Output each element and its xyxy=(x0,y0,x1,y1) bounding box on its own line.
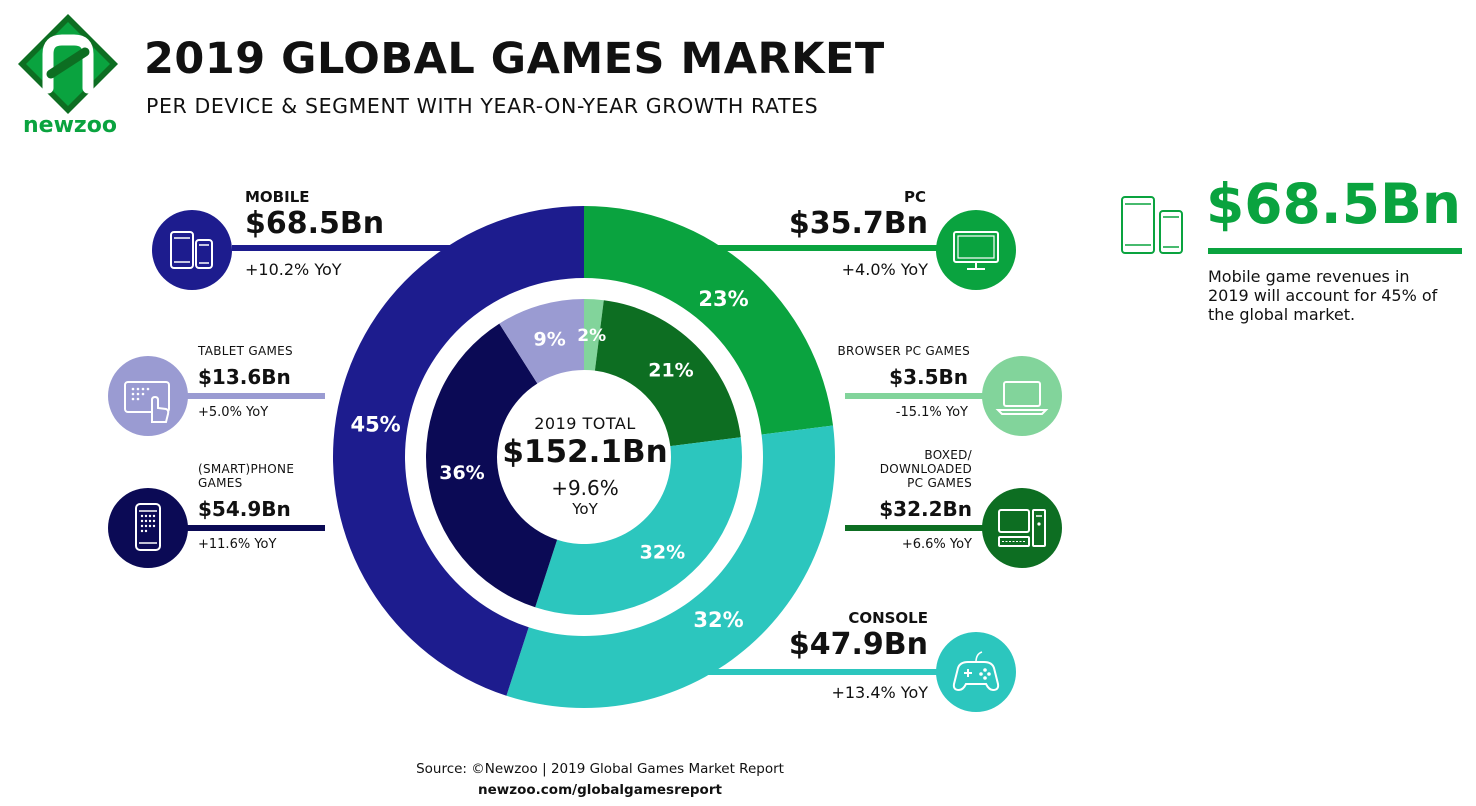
inner-slice-browser-pc-games xyxy=(584,299,604,371)
kpi-value: $68.5Bn xyxy=(1206,172,1462,236)
outer-slice-pc xyxy=(584,206,834,435)
center-total: $152.1Bn xyxy=(502,434,668,470)
kpi-underline xyxy=(1208,248,1462,254)
tablet-icon-badge xyxy=(108,356,188,436)
boxed-pc-icon-badge xyxy=(982,488,1062,568)
tablet-value: $13.6Bn xyxy=(198,365,291,389)
source-url[interactable]: newzoo.com/globalgamesreport xyxy=(478,782,722,798)
mobile-icon-badge xyxy=(152,210,232,290)
mobile-label: MOBILE xyxy=(245,188,310,206)
pc-yoy: +4.0% YoY xyxy=(841,260,928,279)
browser-pc-value: $3.5Bn xyxy=(889,365,968,389)
inner-label-boxed-downloaded-pc-games: 21% xyxy=(648,360,693,382)
center-label: 2019 TOTAL xyxy=(534,414,636,433)
console-value: $47.9Bn xyxy=(788,627,928,662)
brand-name: newzoo xyxy=(23,113,117,138)
inner-label-tablet-games: 9% xyxy=(534,329,566,351)
tablet-and-phone-icon xyxy=(170,231,213,269)
inner-ring xyxy=(426,299,743,615)
smartphone-value: $54.9Bn xyxy=(198,497,291,521)
outer-slice-console xyxy=(506,425,835,709)
boxed-pc-value: $32.2Bn xyxy=(879,497,972,521)
newzoo-logo xyxy=(18,14,118,114)
inner-slice-smart-phone-games xyxy=(426,323,558,608)
smartphone-yoy: +11.6% YoY xyxy=(198,537,277,552)
center-growth: +9.6% xyxy=(551,476,619,500)
boxed-pc-label: BOXED/ DOWNLOADED PC GAMES xyxy=(879,448,972,490)
center-growth-unit: YoY xyxy=(572,500,598,518)
inner-label-browser-pc-games: 2% xyxy=(577,326,606,346)
page-subtitle: PER DEVICE & SEGMENT WITH YEAR-ON-YEAR G… xyxy=(146,94,819,118)
source-note: Source: ©Newzoo | 2019 Global Games Mark… xyxy=(416,761,784,777)
mobile-yoy: +10.2% YoY xyxy=(245,260,342,279)
outer-label-console: 32% xyxy=(693,608,743,632)
pc-label: PC xyxy=(903,188,926,206)
pc-value: $35.7Bn xyxy=(788,206,928,241)
smartphone-label: (SMART)PHONE GAMES xyxy=(198,462,295,490)
inner-label-smart-phone-games: 36% xyxy=(439,462,484,484)
gamepad-icon xyxy=(952,651,1000,692)
laptop-icon xyxy=(995,381,1049,415)
pc-icon-badge xyxy=(936,210,1016,290)
tablet-label: TABLET GAMES xyxy=(198,344,293,358)
tablet-touch-icon xyxy=(124,381,170,423)
outer-ring xyxy=(332,206,835,709)
monitor-icon xyxy=(953,231,999,270)
boxed-pc-yoy: +6.6% YoY xyxy=(901,537,972,552)
tablet-yoy: +5.0% YoY xyxy=(198,405,269,420)
smartphone-icon-badge xyxy=(108,488,188,568)
console-label: CONSOLE xyxy=(848,609,928,627)
smartphone-icon xyxy=(135,503,161,551)
browser-pc-yoy: -15.1% YoY xyxy=(895,405,968,420)
outer-label-mobile: 45% xyxy=(350,412,400,436)
outer-slice-mobile xyxy=(332,206,584,696)
outer-label-pc: 23% xyxy=(698,287,748,311)
slice-labels: 23% 32% 45% 2% 21% 32% 36% 9% xyxy=(350,287,748,632)
browser-pc-icon-badge xyxy=(982,356,1062,436)
browser-pc-label: BROWSER PC GAMES xyxy=(837,344,970,358)
mobile-value: $68.5Bn xyxy=(245,206,385,241)
tablet-and-phone-outline-icon xyxy=(1121,196,1183,254)
console-icon-badge xyxy=(936,632,1016,712)
console-yoy: +13.4% YoY xyxy=(831,683,928,702)
desktop-computer-icon xyxy=(998,509,1046,547)
inner-slice-tablet-games xyxy=(499,299,584,384)
inner-label-console: 32% xyxy=(640,541,685,563)
inner-slice-console xyxy=(535,437,743,615)
kpi-description: Mobile game revenues in 2019 will accoun… xyxy=(1208,267,1438,324)
page-title: 2019 GLOBAL GAMES MARKET xyxy=(144,34,885,84)
inner-slice-boxed-downloaded-pc-games xyxy=(594,300,741,447)
